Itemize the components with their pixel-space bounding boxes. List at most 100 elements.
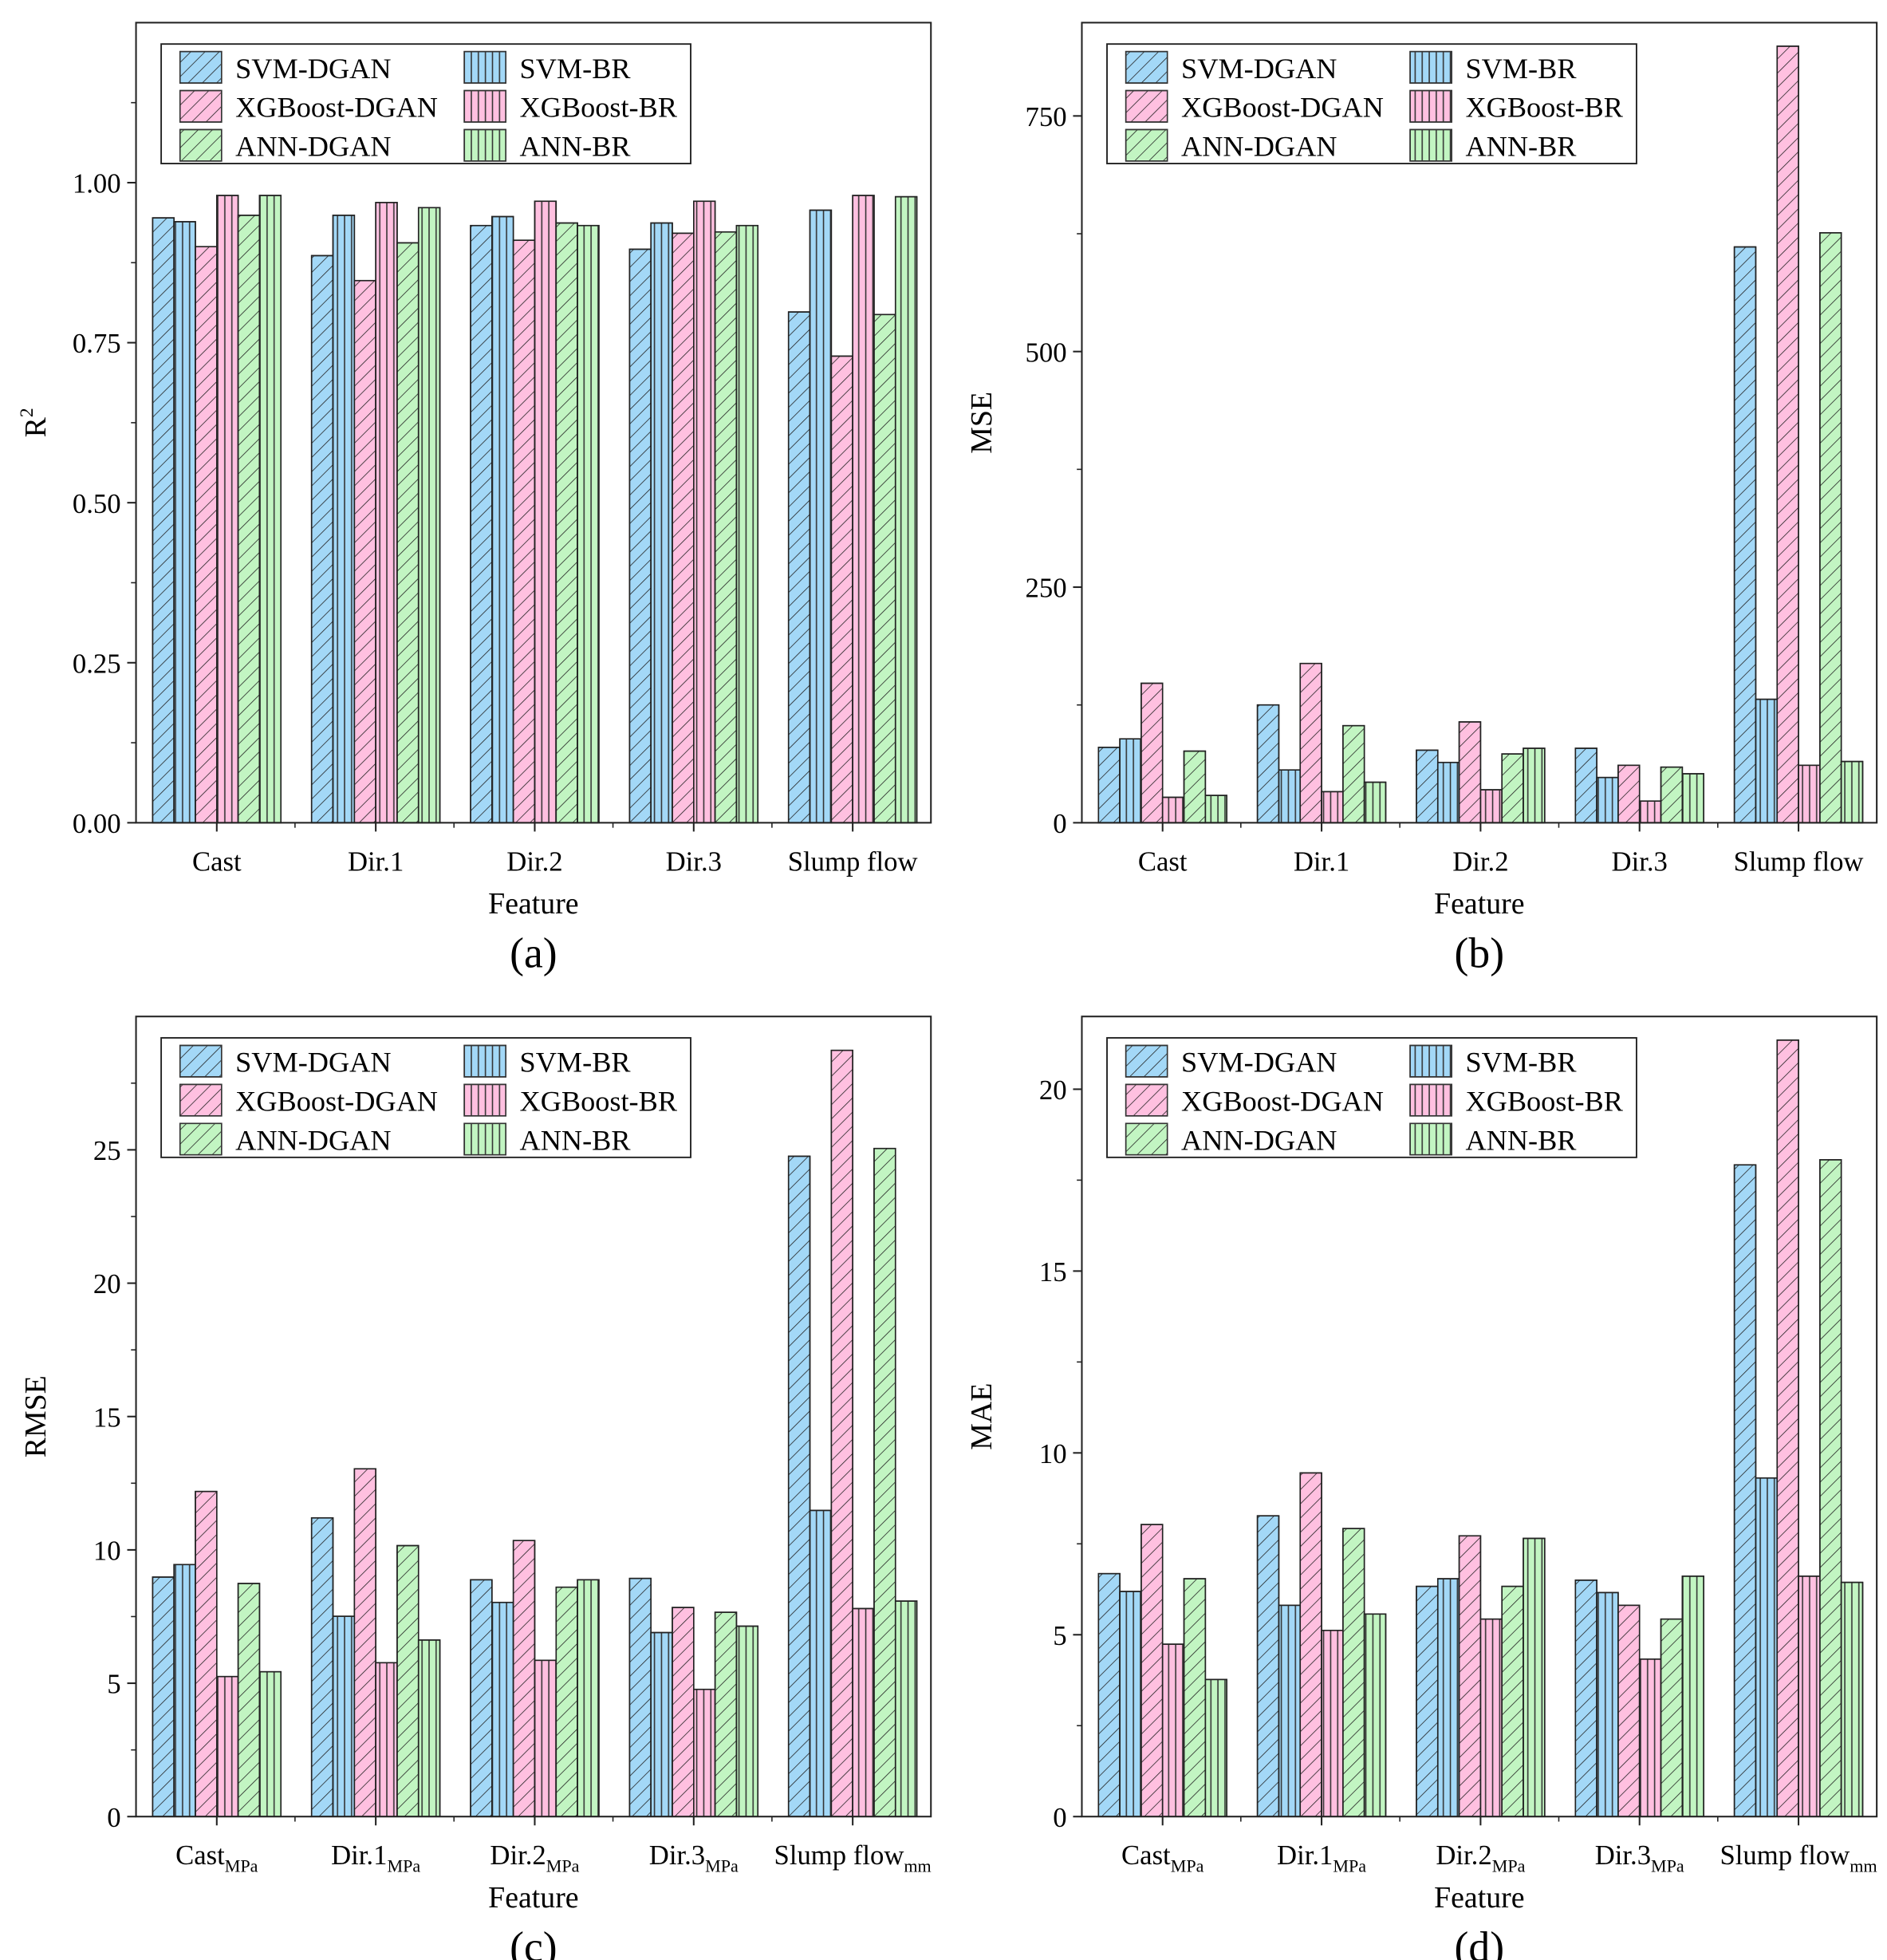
x-tick-label-unit: mm [1850,1856,1877,1876]
bar-hatch [310,1516,334,1818]
bar-hatch [852,195,875,824]
bar-hatch [195,246,218,824]
bar-hatch [216,195,239,824]
bar-hatch [152,217,175,824]
bar-hatch [512,239,536,824]
legend-label: ANN-DGAN [235,131,391,163]
bar-hatch [1660,1618,1684,1818]
legend-label: ANN-BR [1465,1124,1577,1156]
bar-hatch [1523,1537,1546,1818]
x-tick-label-main: Dir.2 [490,1840,546,1871]
bar-hatch [735,224,759,824]
legend-label: SVM-BR [520,53,632,85]
bar-hatch [628,1577,652,1818]
bar-hatch [396,1544,420,1818]
bar-hatch [555,222,578,824]
bar-hatch [1204,1678,1227,1818]
bar-hatch [894,1600,918,1818]
x-tick-label-main: Dir.2 [506,846,562,877]
x-tick-label: Cast [192,846,242,877]
y-axis-label-main: R [19,416,53,437]
bar-hatch [577,224,600,824]
y-tick-label: 15 [93,1402,121,1433]
bar-hatch [1119,738,1142,824]
legend-label: XGBoost-BR [520,1086,678,1118]
x-tick-label: Dir.3MPa [1595,1840,1684,1875]
legend-label: ANN-DGAN [235,1124,391,1156]
y-tick-label: 10 [1039,1438,1067,1469]
bar-hatch [237,1583,261,1818]
bar-hatch [417,207,441,824]
x-tick-label: Dir.2 [1452,846,1508,877]
panel-label: (b) [1455,929,1505,977]
y-tick-label: 0 [1053,808,1066,839]
bar-hatch [258,1670,282,1818]
bar-hatch [1733,1164,1757,1818]
bar-hatch [1638,1658,1662,1818]
x-tick-label: Slump flow [788,846,918,877]
x-tick-label-main: Slump flow [788,846,918,877]
bar-hatch [1342,724,1365,824]
legend-swatch-hatch [463,1044,506,1078]
y-tick-label: 0.75 [73,328,121,359]
x-tick-label: Dir.1MPa [1277,1840,1366,1875]
bar-hatch [1256,1515,1280,1818]
y-tick-label: 250 [1026,573,1067,604]
bar-hatch [375,202,398,824]
bar-hatch [195,1490,218,1818]
bar-hatch [714,231,738,824]
panel-label: (c) [510,1923,557,1960]
bar-hatch [1798,764,1821,824]
x-tick-label-unit: MPa [1651,1856,1684,1876]
legend-box [1106,1037,1637,1158]
x-tick-label: Dir.3 [1612,846,1668,877]
legend-box [160,1037,691,1158]
bar-hatch [491,1601,514,1818]
x-tick-label-main: Dir.2 [1436,1840,1491,1871]
bar-hatch [534,1659,557,1818]
bar-hatch [1574,1579,1597,1818]
bar-hatch [216,1675,239,1818]
legend-label: XGBoost-BR [520,92,678,124]
bar-hatch [1161,1643,1185,1818]
y-axis-label-main: MAE [965,1383,999,1450]
legend-swatch-hatch [1409,1122,1452,1156]
x-tick-label-main: Dir.3 [1612,846,1668,877]
bar-hatch [512,1540,536,1818]
bar-hatch [650,222,673,824]
legend-swatch-hatch [1125,1044,1168,1078]
bar-hatch [1321,1630,1344,1818]
legend-swatch-hatch [1409,50,1452,84]
bar-hatch [1617,1604,1641,1818]
panel-label: (d) [1455,1923,1505,1960]
x-axis-label: Feature [1434,887,1524,921]
legend-label: XGBoost-BR [1465,92,1623,124]
bar-hatch [672,1607,695,1818]
x-tick-label-main: Cast [1121,1840,1171,1871]
bar-hatch [1204,795,1227,824]
bar-hatch [1256,704,1280,824]
y-tick-label: 0 [107,1802,120,1833]
legend-label: XGBoost-DGAN [235,92,438,124]
legend-label: ANN-BR [520,131,632,163]
bar-hatch [628,248,652,824]
legend-swatch-hatch [1125,1083,1168,1117]
bar-hatch [1321,791,1344,824]
x-tick-label-unit: MPa [1333,1856,1366,1876]
bar-hatch [1097,747,1121,824]
bar-hatch [1416,1585,1439,1818]
x-tick-label-unit: MPa [1171,1856,1204,1876]
y-tick-label: 20 [93,1268,121,1299]
legend-swatch-hatch [1409,128,1452,162]
x-tick-label: Dir.1MPa [331,1840,420,1875]
bar-hatch [555,1586,578,1818]
bar-hatch [1458,1535,1482,1818]
legend: SVM-DGAN SVM-BR XGBoost-DGAN XGBoost-BR ANN-… [1106,1037,1637,1158]
y-tick-label: 0.50 [73,488,121,519]
y-axis-label: RMSE [19,1375,53,1457]
x-tick-label-main: Dir.1 [331,1840,387,1871]
x-tick-label-unit: MPa [1492,1856,1526,1876]
y-tick-label: 1.00 [73,168,121,199]
x-tick-label-main: Cast [175,1840,225,1871]
x-tick-label-unit: MPa [387,1856,420,1876]
